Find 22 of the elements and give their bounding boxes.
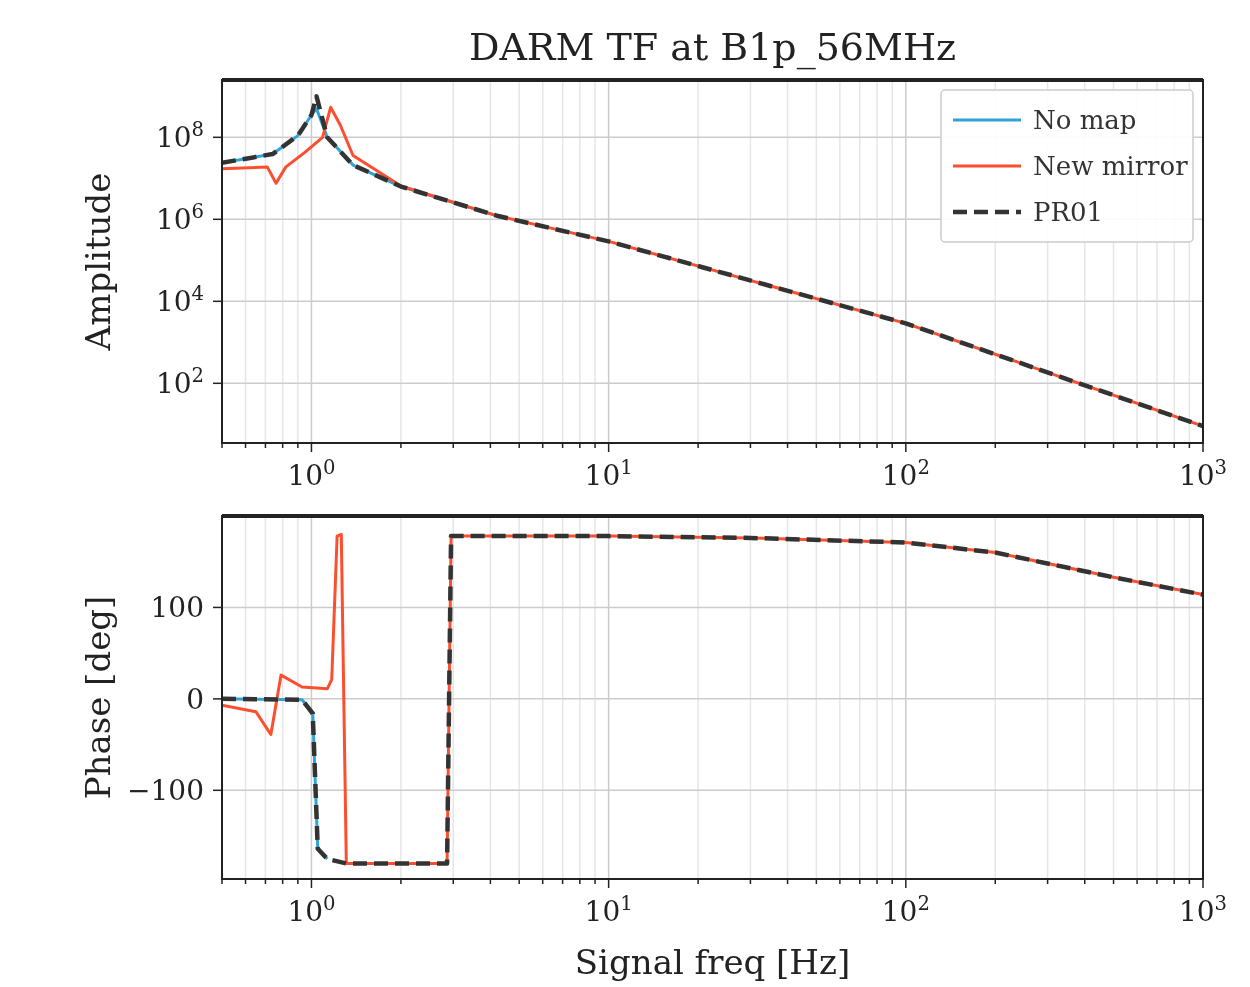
x-tick-label: 10$^{2}$ — [881, 891, 930, 928]
x-tick-label: 10$^{0}$ — [287, 891, 336, 928]
y-tick-label: 0 — [186, 682, 204, 716]
y-axis-title: Phase [deg] — [78, 595, 118, 800]
x-tick-label: 10$^{1}$ — [584, 891, 633, 928]
legend-label: No map — [1033, 105, 1137, 135]
x-tick-label: 10$^{1}$ — [584, 455, 633, 492]
x-tick-label: 10$^{2}$ — [881, 455, 930, 492]
y-axis-title: Amplitude — [78, 172, 118, 352]
x-axis-title: Signal freq [Hz] — [574, 942, 851, 982]
y-tick-label: 10$^{4}$ — [155, 281, 204, 319]
y-tick-label: 10$^{8}$ — [155, 117, 204, 155]
y-tick-label: 100 — [150, 591, 204, 625]
chart-title: DARM TF at B1p_56MHz — [468, 25, 957, 70]
y-tick-label: 10$^{6}$ — [155, 199, 204, 237]
x-tick-label: 10$^{3}$ — [1178, 455, 1228, 492]
x-tick-label: 10$^{0}$ — [287, 455, 336, 492]
legend-label: PR01 — [1033, 197, 1104, 227]
y-tick-label: −100 — [127, 774, 204, 808]
legend-label: New mirror — [1033, 151, 1189, 181]
x-tick-label: 10$^{3}$ — [1178, 891, 1228, 928]
y-tick-label: 10$^{2}$ — [155, 363, 204, 401]
